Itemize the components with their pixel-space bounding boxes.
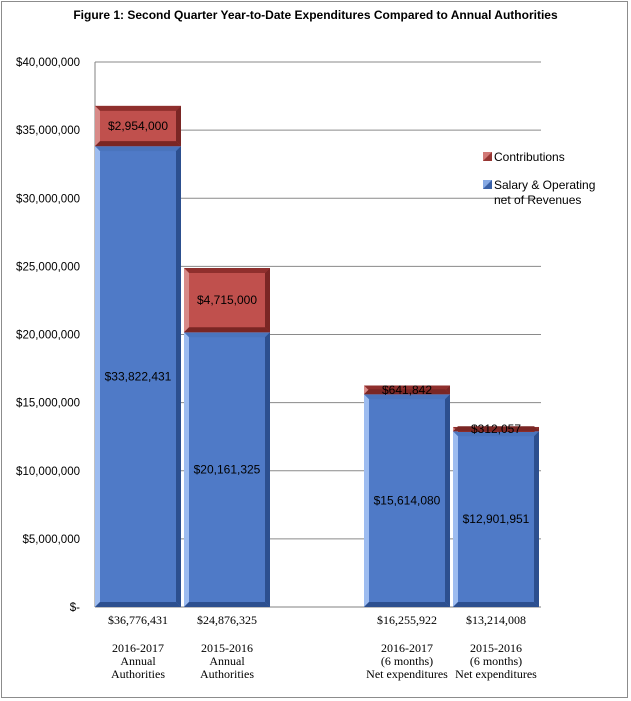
y-tick-label: $40,000,000	[16, 57, 80, 69]
bar-contrib-3-bevel-bottom	[453, 426, 539, 432]
legend-label: Contributions	[494, 150, 565, 164]
bar-salary-3-bevel-bottom	[453, 602, 539, 607]
category-label: Annual	[120, 654, 156, 668]
y-tick-label: $35,000,000	[16, 125, 80, 137]
bar-salary-0-bevel-left	[95, 146, 100, 607]
bar-contrib-0-bevel-top	[95, 105, 181, 111]
bar-salary-1-bevel-left	[184, 332, 189, 607]
category-label: Net expenditures	[455, 667, 537, 681]
contribution-value-label: $312,057	[471, 422, 521, 436]
bar-salary-2-bevel-right	[445, 394, 450, 607]
bar-total-label: $36,776,431	[108, 613, 168, 627]
bar-total-label: $24,876,325	[197, 613, 257, 627]
legend-label: net of Revenues	[494, 193, 581, 207]
bar-salary-2-bevel-top	[364, 394, 450, 400]
bar-contrib-2-bevel-bottom	[364, 389, 450, 395]
bar-contrib-1-bevel-right	[265, 268, 270, 333]
bar-salary-1-face	[184, 332, 270, 607]
bar-salary-2-bevel-bottom	[364, 602, 450, 607]
bar-total-label: $16,255,922	[377, 613, 437, 627]
bar-contrib-1-face	[184, 268, 270, 333]
bar-salary-2[interactable]	[364, 394, 450, 607]
category-label: 2016-2017	[381, 641, 433, 655]
bar-salary-2-face	[364, 394, 450, 607]
bar-contrib-0[interactable]	[95, 105, 181, 147]
legend-swatch-shadow	[483, 152, 492, 161]
category-label: Authorities	[111, 667, 165, 681]
bar-salary-2-bevel-left	[364, 394, 369, 607]
salary-value-label: $12,901,951	[463, 512, 530, 526]
bar-salary-3[interactable]	[453, 431, 539, 607]
legend-swatch-shadow	[483, 180, 492, 189]
bar-contrib-3[interactable]	[453, 426, 539, 432]
category-label: Annual	[209, 654, 245, 668]
y-tick-label: $15,000,000	[16, 398, 80, 410]
bar-contrib-2-bevel-right	[445, 385, 450, 395]
category-label: (6 months)	[381, 654, 433, 668]
contribution-value-label: $641,842	[382, 383, 432, 397]
bar-salary-1-bevel-right	[265, 332, 270, 607]
bar-contrib-1[interactable]	[184, 268, 270, 333]
y-tick-label: $30,000,000	[16, 193, 80, 205]
category-label: Authorities	[200, 667, 254, 681]
contribution-value-label: $2,954,000	[108, 119, 168, 133]
category-label: 2015-2016	[201, 641, 253, 655]
category-label: 2016-2017	[112, 641, 164, 655]
bar-salary-1[interactable]	[184, 332, 270, 607]
bar-salary-0[interactable]	[95, 146, 181, 607]
bar-salary-0-face	[95, 146, 181, 607]
bar-contrib-0-bevel-right	[176, 105, 181, 147]
category-label: Net expenditures	[366, 667, 448, 681]
bar-salary-3-bevel-right	[534, 431, 539, 607]
bar-contrib-0-bevel-left	[95, 105, 100, 147]
salary-value-label: $15,614,080	[374, 494, 441, 508]
bar-salary-0-bevel-top	[95, 146, 181, 152]
bar-contrib-1-bevel-bottom	[184, 327, 270, 333]
bar-salary-0-bevel-right	[176, 146, 181, 607]
bar-salary-0-bevel-bottom	[95, 602, 181, 607]
category-label: (6 months)	[470, 654, 522, 668]
contribution-value-label: $4,715,000	[197, 293, 257, 307]
salary-value-label: $33,822,431	[105, 370, 172, 384]
bar-salary-3-bevel-top	[453, 431, 539, 437]
legend-item-contributions[interactable]: Contributions	[483, 150, 565, 164]
y-tick-label: $20,000,000	[16, 330, 80, 342]
bar-contrib-2[interactable]	[364, 385, 450, 395]
bar-contrib-1-bevel-top	[184, 268, 270, 274]
y-tick-label: $25,000,000	[16, 261, 80, 273]
bar-contrib-1-bevel-left	[184, 268, 189, 333]
legend-label: Salary & Operating	[494, 178, 595, 192]
bar-salary-1-bevel-top	[184, 332, 270, 338]
bar-salary-3-bevel-left	[453, 431, 458, 607]
category-label: 2015-2016	[470, 641, 522, 655]
chart-title: Figure 1: Second Quarter Year-to-Date Ex…	[73, 8, 558, 22]
bar-contrib-2-bevel-left	[364, 385, 369, 395]
y-tick-label: $10,000,000	[16, 466, 80, 478]
bar-contrib-0-bevel-bottom	[95, 141, 181, 147]
bar-contrib-0-face	[95, 105, 181, 147]
bar-total-label: $13,214,008	[466, 613, 526, 627]
y-tick-label: $5,000,000	[22, 534, 80, 546]
salary-value-label: $20,161,325	[194, 463, 261, 477]
bar-salary-3-face	[453, 431, 539, 607]
y-tick-label: $-	[70, 602, 80, 614]
bar-salary-1-bevel-bottom	[184, 602, 270, 607]
